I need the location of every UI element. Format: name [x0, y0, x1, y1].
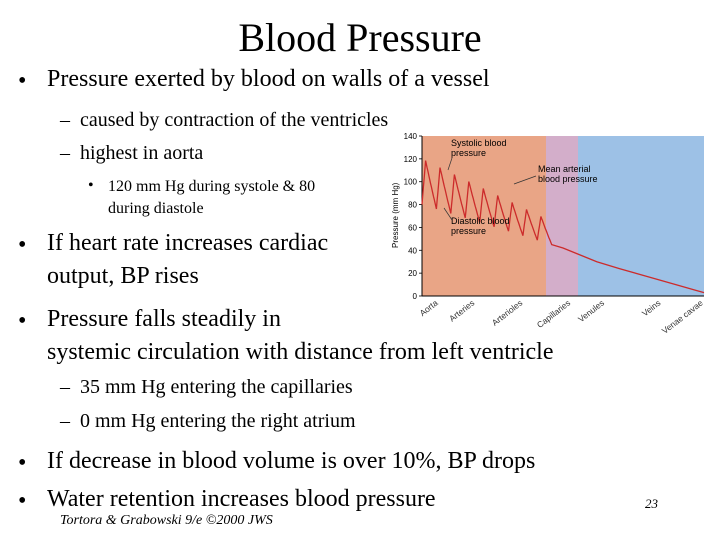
y-tick-label: 40	[408, 246, 417, 255]
sub-bullet-text: highest in aorta	[80, 142, 204, 164]
bullet-text: Pressure falls steadily in	[47, 306, 281, 332]
source-credit: Tortora & Grabowski 9/e ©2000 JWS	[60, 513, 273, 528]
region-label: Capillaries	[535, 298, 572, 330]
dash-marker: –	[60, 410, 70, 432]
blood-pressure-chart: 0 20 40 60 80 100 120 140 Pressure (mm Hg) Syst…	[391, 132, 705, 336]
slide-title: Blood Pressure	[238, 15, 482, 60]
sub-sub-bullet-text: during diastole	[108, 200, 204, 217]
y-tick-label: 60	[408, 223, 417, 232]
mean-label-line2: blood pressure	[538, 174, 598, 184]
region-label: Veins	[640, 298, 663, 319]
y-axis-label: Pressure (mm Hg)	[391, 182, 400, 248]
systolic-pointer	[447, 157, 453, 171]
mean-pointer	[513, 175, 537, 185]
sub-bullet-text: 35 mm Hg entering the capillaries	[80, 376, 353, 398]
region-labels: Aorta Arteries Arterioles Capillaries Venule…	[418, 298, 705, 336]
y-tick-label: 100	[404, 178, 418, 187]
dash-marker: –	[60, 376, 70, 398]
y-tick-label: 0	[413, 292, 418, 301]
y-tick-label: 80	[408, 201, 417, 210]
bullet-text: Water retention increases blood pressure	[47, 486, 436, 512]
bullet-marker: •	[18, 232, 27, 258]
bullet-marker: •	[88, 177, 94, 194]
bullet-text: output, BP rises	[47, 263, 199, 289]
region-label: Venules	[576, 298, 606, 325]
region-label: Arteries	[447, 298, 476, 324]
diastolic-pointer	[443, 207, 453, 221]
bullet-text: systemic circulation with distance from …	[47, 339, 554, 365]
y-tick-label: 20	[408, 269, 417, 278]
diastolic-label-line2: pressure	[451, 226, 486, 236]
bullet-text: Pressure exerted by blood on walls of a …	[47, 66, 490, 92]
capillary-region	[546, 136, 578, 296]
sub-bullet-text: 0 mm Hg entering the right atrium	[80, 410, 356, 432]
bullet-marker: •	[18, 488, 27, 514]
bullet-marker: •	[18, 450, 27, 476]
pressure-curve	[421, 160, 705, 294]
page-number: 23	[645, 496, 658, 511]
bullet-marker: •	[18, 68, 27, 94]
mean-label-line1: Mean arterial	[538, 164, 591, 174]
bullet-text: If heart rate increases cardiac	[47, 230, 329, 256]
region-label: Arterioles	[490, 298, 524, 328]
venous-region	[578, 136, 704, 296]
dash-marker: –	[60, 109, 70, 131]
sub-sub-bullet-text: 120 mm Hg during systole & 80	[108, 178, 316, 195]
dash-marker: –	[60, 142, 70, 164]
diastolic-label-line1: Diastolic blood	[451, 216, 510, 226]
bullet-text: If decrease in blood volume is over 10%,…	[47, 448, 536, 474]
systolic-label-line1: Systolic blood	[451, 138, 507, 148]
bullet-marker: •	[18, 308, 27, 334]
systolic-label-line2: pressure	[451, 148, 486, 158]
y-tick-label: 140	[404, 132, 418, 141]
y-ticks: 0 20 40 60 80 100 120 140	[404, 132, 422, 301]
sub-bullet-text: caused by contraction of the ventricles	[80, 109, 389, 131]
region-label: Venae cavae	[660, 298, 705, 336]
y-tick-label: 120	[404, 155, 418, 164]
region-label: Aorta	[418, 298, 440, 319]
